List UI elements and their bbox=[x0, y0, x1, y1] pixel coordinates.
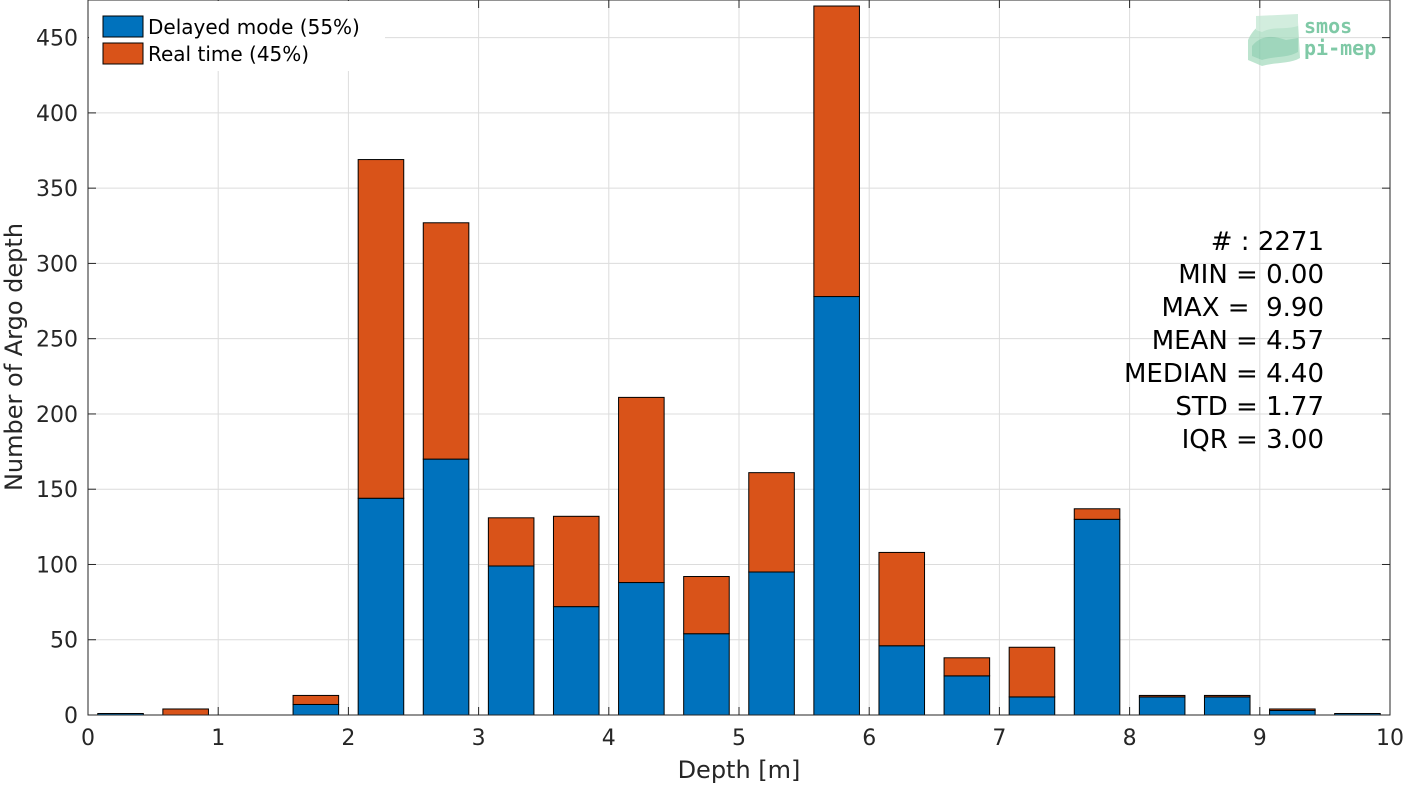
bar-real-time bbox=[1008, 646, 1056, 698]
bar-delayed-mode bbox=[683, 633, 730, 716]
bar-delayed-mode bbox=[1203, 696, 1251, 716]
legend: Delayed mode (55%) Real time (45%) bbox=[89, 1, 385, 71]
bar-delayed-mode bbox=[1138, 696, 1186, 716]
stat-line: MIN = 0.00 bbox=[1178, 260, 1324, 290]
x-tick-label: 10 bbox=[1376, 726, 1404, 751]
bar-real-time bbox=[1073, 508, 1121, 520]
x-tick-label: 6 bbox=[862, 726, 876, 751]
logo-text-smos: smos bbox=[1304, 14, 1352, 38]
y-tick-label: 0 bbox=[64, 704, 78, 729]
y-tick-label: 450 bbox=[36, 27, 78, 52]
y-axis-ticks: 0 50 100 150 200 250 300 350 400 450 bbox=[36, 27, 1390, 729]
bar-delayed-mode bbox=[1269, 709, 1316, 716]
bars bbox=[97, 5, 1381, 716]
stat-line: # : 2271 bbox=[1211, 227, 1324, 257]
bar-real-time bbox=[1138, 694, 1186, 698]
bar-real-time bbox=[748, 472, 795, 573]
bar-delayed-mode bbox=[422, 458, 470, 716]
bar-delayed-mode bbox=[943, 675, 991, 716]
bar-delayed-mode bbox=[748, 571, 795, 716]
logo-text-pi-mep: pi-mep bbox=[1304, 36, 1376, 60]
bar-delayed-mode bbox=[552, 606, 600, 716]
bar-real-time bbox=[1269, 708, 1316, 711]
bar-real-time bbox=[618, 396, 665, 584]
x-axis-ticks: 0 1 2 3 4 5 6 7 8 9 10 bbox=[81, 0, 1404, 751]
x-tick-label: 5 bbox=[732, 726, 746, 751]
bar-delayed-mode bbox=[487, 565, 535, 716]
y-tick-label: 150 bbox=[36, 478, 78, 503]
y-tick-label: 50 bbox=[50, 629, 78, 654]
x-tick-label: 0 bbox=[81, 726, 95, 751]
x-tick-label: 8 bbox=[1123, 726, 1137, 751]
x-tick-label: 4 bbox=[602, 726, 616, 751]
y-tick-label: 250 bbox=[36, 328, 78, 353]
bar-real-time bbox=[162, 708, 209, 716]
legend-swatch-delayed bbox=[102, 15, 144, 38]
x-axis-title: Depth [m] bbox=[678, 756, 801, 784]
stat-line: MEAN = 4.57 bbox=[1152, 326, 1324, 356]
bar-real-time bbox=[943, 657, 991, 677]
stat-line: STD = 1.77 bbox=[1175, 392, 1324, 422]
y-tick-label: 350 bbox=[36, 177, 78, 202]
bar-real-time bbox=[878, 551, 926, 647]
y-tick-label: 200 bbox=[36, 403, 78, 428]
bar-delayed-mode bbox=[813, 296, 860, 716]
x-tick-label: 1 bbox=[211, 726, 225, 751]
stat-line: IQR = 3.00 bbox=[1182, 425, 1324, 455]
legend-label-delayed: Delayed mode (55%) bbox=[148, 15, 360, 39]
legend-label-realtime: Real time (45%) bbox=[148, 42, 309, 66]
bar-real-time bbox=[422, 222, 470, 460]
bar-real-time bbox=[683, 576, 730, 635]
bar-delayed-mode bbox=[1008, 696, 1056, 716]
x-tick-label: 7 bbox=[992, 726, 1006, 751]
bar-delayed-mode bbox=[357, 497, 405, 716]
bar-real-time bbox=[292, 694, 340, 705]
wave-logo-icon bbox=[1248, 14, 1300, 66]
stat-line: MEDIAN = 4.40 bbox=[1124, 359, 1324, 389]
bar-real-time bbox=[357, 159, 405, 499]
bar-delayed-mode bbox=[618, 582, 665, 716]
y-axis-title: Number of Argo depth bbox=[0, 223, 28, 491]
x-tick-label: 2 bbox=[341, 726, 355, 751]
smos-pi-mep-logo: smos pi-mep bbox=[1248, 14, 1376, 66]
stat-line: MAX = 9.90 bbox=[1162, 293, 1325, 323]
bar-real-time bbox=[552, 515, 600, 608]
bar-real-time bbox=[487, 517, 535, 567]
bar-delayed-mode bbox=[1073, 518, 1121, 716]
x-tick-label: 3 bbox=[472, 726, 486, 751]
legend-swatch-realtime bbox=[102, 42, 144, 65]
bar-delayed-mode bbox=[292, 703, 340, 716]
x-tick-label: 9 bbox=[1253, 726, 1267, 751]
y-tick-label: 400 bbox=[36, 102, 78, 127]
y-tick-label: 300 bbox=[36, 252, 78, 277]
y-tick-label: 100 bbox=[36, 553, 78, 578]
bar-real-time bbox=[1203, 694, 1251, 698]
bar-real-time bbox=[813, 5, 860, 298]
bar-delayed-mode bbox=[878, 645, 926, 716]
